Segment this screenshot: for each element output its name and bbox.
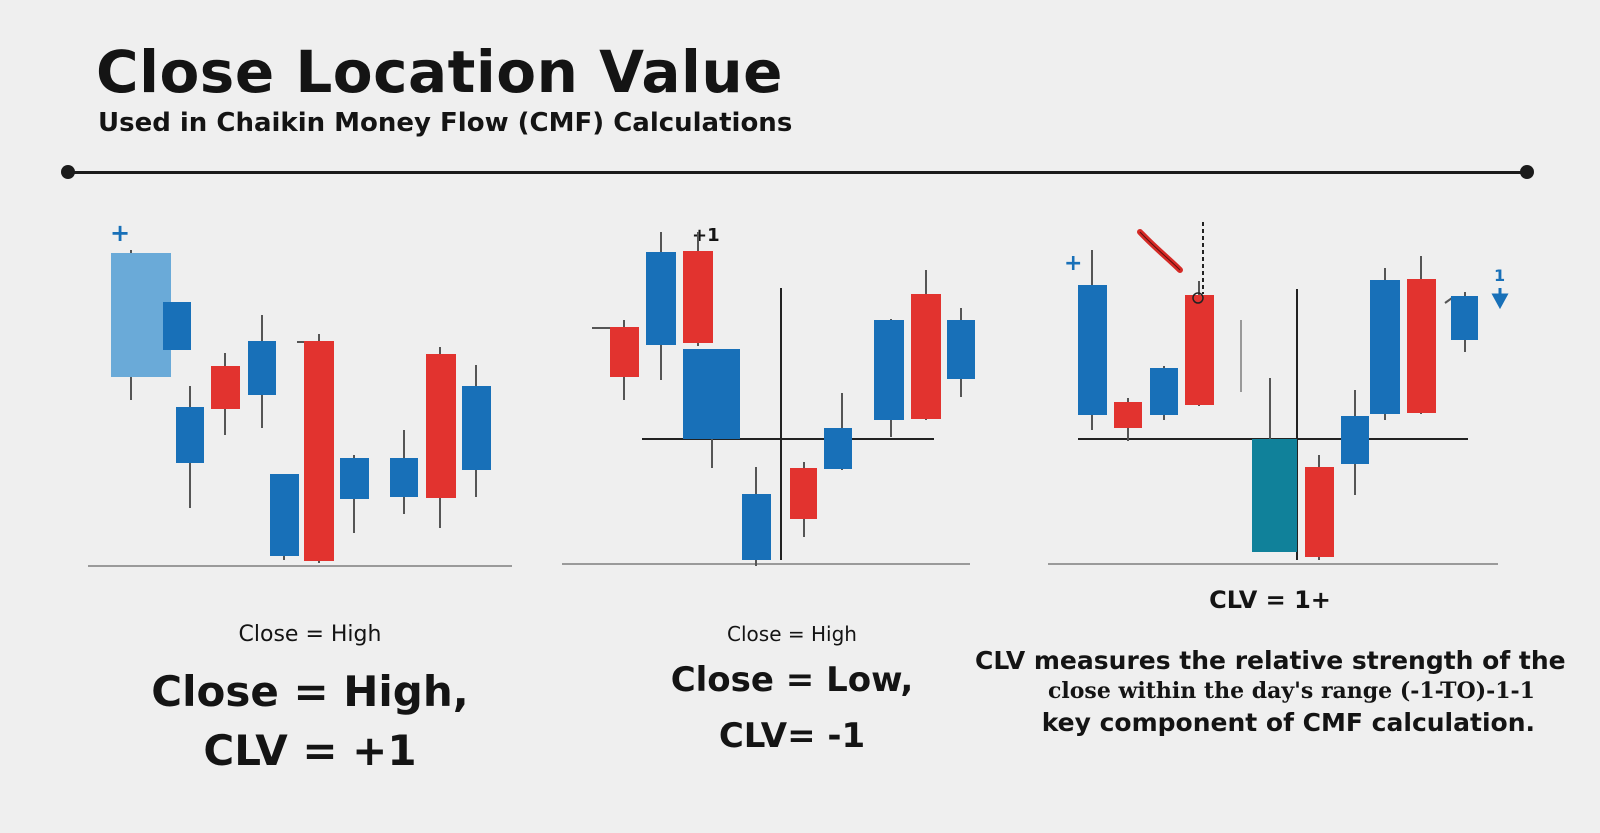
candle-3-7: [1305, 455, 1334, 560]
description-line-3: key component of CMF calculation.: [1041, 708, 1535, 737]
divider-line: [68, 171, 1528, 174]
candlestick-panel-1: +: [88, 219, 512, 567]
candle-1-11: [462, 365, 491, 497]
candle-3-10: [1407, 256, 1436, 414]
panel-2-caption-line2: CLV= -1: [718, 716, 866, 756]
candle-1-8: [340, 455, 369, 533]
panel-2-marker: +1: [692, 225, 720, 246]
candle-3-2: [1114, 398, 1142, 441]
description-line-1: CLV measures the relative strength of th…: [975, 646, 1566, 675]
candle-1-10: [426, 347, 456, 528]
clv-description: CLV measures the relative strength of th…: [975, 645, 1566, 738]
page-subtitle: Used in Chaikin Money Flow (CMF) Calcula…: [98, 108, 793, 138]
candle-3-1: [1078, 250, 1107, 430]
description-line-2: close within the day's range (-1-TO)-1-1: [1048, 678, 1535, 704]
candle-1-5: [248, 315, 276, 428]
candle-2-5: [742, 467, 771, 566]
candle-2-8: [874, 319, 904, 437]
candle-3-4: [1185, 281, 1214, 406]
divider-endpoint-right: [1520, 165, 1534, 179]
candle-2-4: [683, 349, 740, 468]
panel-3-caption-small: CLV = 1+: [1209, 586, 1331, 614]
candle-3-9: [1370, 268, 1400, 420]
panel-3-marker-right: 1: [1494, 266, 1505, 285]
candle-2-2: [646, 232, 676, 380]
candle-2-7: [824, 393, 852, 470]
candle-2-1: [592, 320, 639, 400]
candle-2-10: [947, 308, 975, 397]
candle-3-8: [1341, 390, 1369, 495]
candle-2-9: [911, 270, 941, 420]
candlestick-panel-2: +1: [562, 225, 975, 566]
panel-2-caption-line1: Close = Low,: [670, 660, 914, 700]
candle-3-6: [1252, 378, 1297, 552]
pen-outline: [1139, 231, 1181, 271]
candle-1-7: [297, 334, 334, 563]
panel-1-caption-small: Close = High: [238, 622, 382, 647]
candle-1-1: [111, 250, 171, 400]
candle-3-3: [1150, 366, 1178, 420]
panel-1-marker: +: [110, 219, 130, 247]
candle-3-11: [1444, 292, 1478, 352]
down-arrow-icon: [1491, 288, 1509, 310]
page-title: Close Location Value: [96, 38, 783, 106]
candle-1-9: [390, 430, 418, 514]
candle-1-4: [211, 353, 240, 435]
panel-1-caption-line2: CLV = +1: [203, 726, 417, 775]
divider-endpoint-left: [61, 165, 75, 179]
panel-1-caption-line1: Close = High,: [151, 667, 469, 716]
candle-1-2: [163, 302, 191, 350]
candle-1-6: [270, 474, 299, 560]
panel-3-marker: +: [1064, 251, 1082, 276]
panel-2-caption-small: Close = High: [727, 622, 857, 646]
candlestick-panel-3: + 1: [1048, 222, 1509, 565]
candle-1-3: [176, 386, 204, 508]
candle-2-6: [790, 462, 817, 537]
candle-2-3: [683, 232, 713, 346]
